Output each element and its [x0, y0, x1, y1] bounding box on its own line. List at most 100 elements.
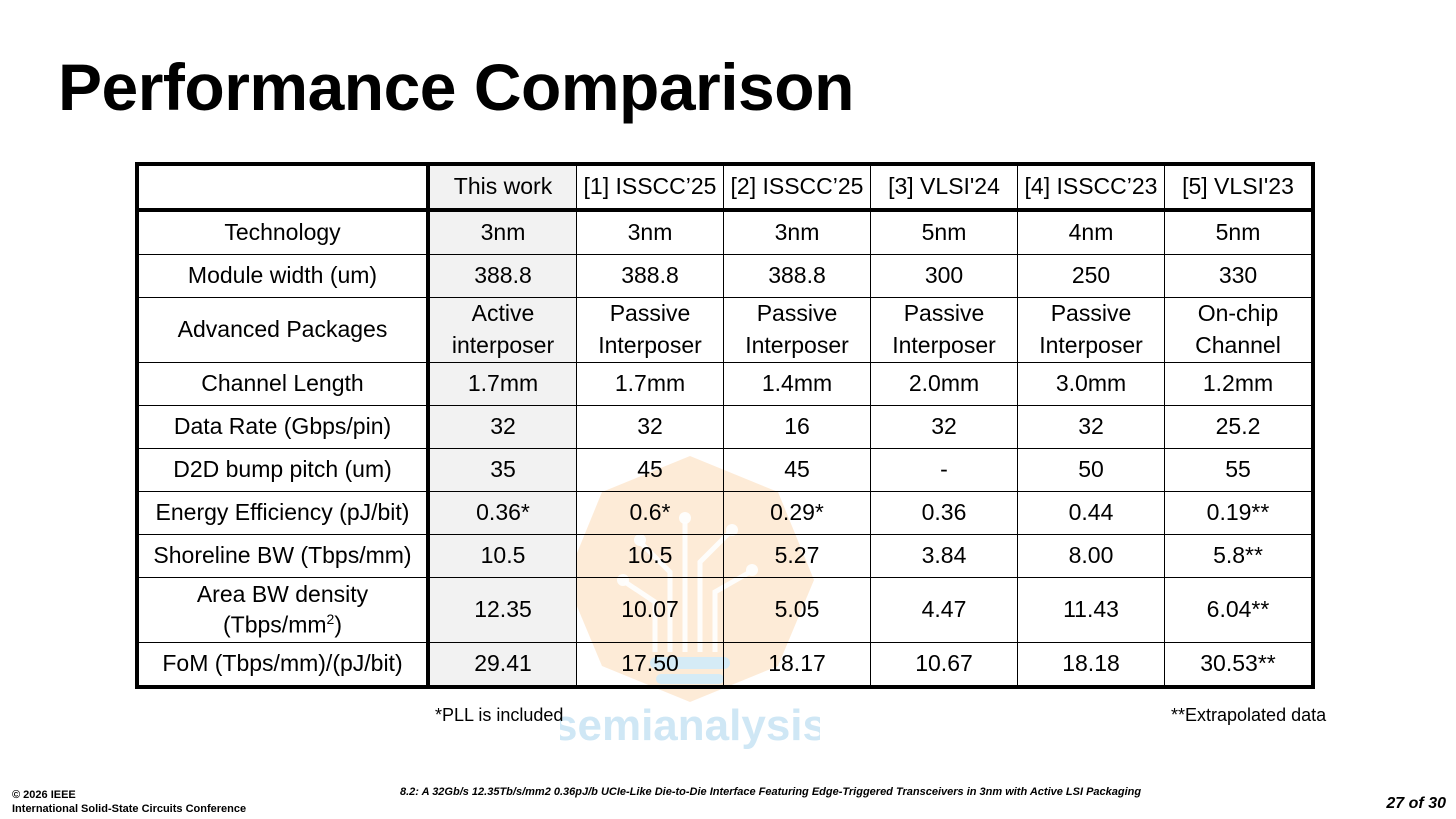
copyright-text: © 2026 IEEE — [12, 789, 76, 801]
table-cell: 0.6* — [576, 491, 724, 535]
table-cell: 32 — [427, 405, 577, 449]
table-cell: 45 — [576, 448, 724, 492]
table-cell: 388.8 — [427, 254, 577, 298]
table-header-row: This work [1] ISSCC’25 [2] ISSCC’25 [3] … — [136, 163, 1314, 212]
header-ref-4: [4] ISSCC’23 — [1017, 163, 1165, 212]
row-label-superscript: 2 — [326, 610, 335, 627]
table-cell: 10.5 — [576, 534, 724, 578]
cell-line: Passive — [1050, 300, 1132, 327]
header-ref-5: [5] VLSI'23 — [1164, 163, 1314, 212]
cell-line: Interposer — [745, 332, 849, 358]
footer-copyright: © 2026 IEEE International Solid-State Ci… — [12, 789, 246, 817]
row-label-line2: (Tbps/mm — [223, 611, 327, 638]
table-row-technology: Technology 3nm 3nm 3nm 5nm 4nm 5nm — [136, 209, 1314, 255]
cell-line: Channel — [1195, 332, 1281, 358]
row-label: FoM (Tbps/mm)/(pJ/bit) — [136, 642, 430, 688]
cell-line: Passive — [756, 300, 838, 327]
cell-line: Interposer — [598, 332, 702, 358]
header-ref-2: [2] ISSCC’25 — [723, 163, 871, 212]
table-cell: 5.05 — [723, 577, 871, 643]
table-cell: 0.19** — [1164, 491, 1314, 535]
table-cell: 330 — [1164, 254, 1314, 298]
table-cell: 18.17 — [723, 642, 871, 688]
table-cell: 50 — [1017, 448, 1165, 492]
table-cell: 1.7mm — [427, 362, 577, 406]
table-row-advanced-packages: Advanced Packages Active interposer Passi… — [136, 297, 1314, 363]
table-cell: Active interposer — [427, 297, 577, 363]
cell-line: Active — [471, 300, 535, 327]
table-row-data-rate: Data Rate (Gbps/pin) 32 32 16 32 32 25.2 — [136, 405, 1314, 449]
table-cell: 5nm — [870, 209, 1018, 255]
cell-line: Passive — [903, 300, 985, 327]
table-cell: 12.35 — [427, 577, 577, 643]
row-label: Data Rate (Gbps/pin) — [136, 405, 430, 449]
table-cell: 1.2mm — [1164, 362, 1314, 406]
page-number: 27 of 30 — [1386, 795, 1446, 812]
table-cell: Passive Interposer — [870, 297, 1018, 363]
table-cell: 5nm — [1164, 209, 1314, 255]
row-label: Area BW density (Tbps/mm2) — [136, 577, 430, 643]
row-label: Module width (um) — [136, 254, 430, 298]
table-cell: 0.44 — [1017, 491, 1165, 535]
table-row-module-width: Module width (um) 388.8 388.8 388.8 300 … — [136, 254, 1314, 298]
table-cell: 55 — [1164, 448, 1314, 492]
table-cell: 18.18 — [1017, 642, 1165, 688]
table-cell: On-chip Channel — [1164, 297, 1314, 363]
watermark-text: semianalysis — [560, 701, 820, 750]
table-cell: 30.53** — [1164, 642, 1314, 688]
row-label: Channel Length — [136, 362, 430, 406]
table-row-bump-pitch: D2D bump pitch (um) 35 45 45 - 50 55 — [136, 448, 1314, 492]
header-corner-cell — [136, 163, 430, 212]
table-row-area-bw-density: Area BW density (Tbps/mm2) 12.35 10.07 5.… — [136, 577, 1314, 643]
table-cell: 3nm — [427, 209, 577, 255]
header-this-work: This work — [427, 163, 577, 212]
cell-line: On-chip — [1197, 300, 1279, 327]
table-row-shoreline-bw: Shoreline BW (Tbps/mm) 10.5 10.5 5.27 3.… — [136, 534, 1314, 578]
table-cell: 388.8 — [723, 254, 871, 298]
table-cell: 1.7mm — [576, 362, 724, 406]
table-cell: 3.0mm — [1017, 362, 1165, 406]
header-ref-3: [3] VLSI'24 — [870, 163, 1018, 212]
table-row-energy-efficiency: Energy Efficiency (pJ/bit) 0.36* 0.6* 0.… — [136, 491, 1314, 535]
conference-name: International Solid-State Circuits Confe… — [12, 802, 247, 815]
table-cell: 16 — [723, 405, 871, 449]
table-cell: Passive Interposer — [723, 297, 871, 363]
table-cell: 35 — [427, 448, 577, 492]
row-label: Energy Efficiency (pJ/bit) — [136, 491, 430, 535]
table-cell: Passive Interposer — [576, 297, 724, 363]
table-cell: 4nm — [1017, 209, 1165, 255]
cell-line: interposer — [451, 332, 555, 358]
table-cell: 3nm — [576, 209, 724, 255]
table-cell: 3nm — [723, 209, 871, 255]
pll-footnote: *PLL is included — [435, 705, 564, 725]
table-cell: 1.4mm — [723, 362, 871, 406]
table-cell: 388.8 — [576, 254, 724, 298]
footer-paper-title: 8.2: A 32Gb/s 12.35Tb/s/mm2 0.36pJ/b UCI… — [400, 786, 1142, 798]
row-label: Advanced Packages — [136, 297, 430, 363]
table-row-channel-length: Channel Length 1.7mm 1.7mm 1.4mm 2.0mm 3… — [136, 362, 1314, 406]
table-cell: 8.00 — [1017, 534, 1165, 578]
table-cell: 2.0mm — [870, 362, 1018, 406]
table-cell: 5.8** — [1164, 534, 1314, 578]
table-cell: 32 — [1017, 405, 1165, 449]
table-cell: 45 — [723, 448, 871, 492]
table-cell: 0.29* — [723, 491, 871, 535]
table-cell: 10.07 — [576, 577, 724, 643]
table-cell: 6.04** — [1164, 577, 1314, 643]
row-label-close: ) — [334, 611, 342, 638]
row-label: Shoreline BW (Tbps/mm) — [136, 534, 430, 578]
table-cell: - — [870, 448, 1018, 492]
slide-title: Performance Comparison — [58, 50, 854, 124]
cell-line: Interposer — [892, 332, 996, 358]
table-cell: 32 — [576, 405, 724, 449]
row-label: D2D bump pitch (um) — [136, 448, 430, 492]
table-cell: 25.2 — [1164, 405, 1314, 449]
table-cell: Passive Interposer — [1017, 297, 1165, 363]
extrapolated-footnote: **Extrapolated data — [1171, 705, 1327, 725]
table-cell: 3.84 — [870, 534, 1018, 578]
row-label: Technology — [136, 209, 430, 255]
table-row-fom: FoM (Tbps/mm)/(pJ/bit) 29.41 17.50 18.17… — [136, 642, 1314, 688]
cell-line: Passive — [609, 300, 691, 327]
table-cell: 10.5 — [427, 534, 577, 578]
table-cell: 0.36* — [427, 491, 577, 535]
